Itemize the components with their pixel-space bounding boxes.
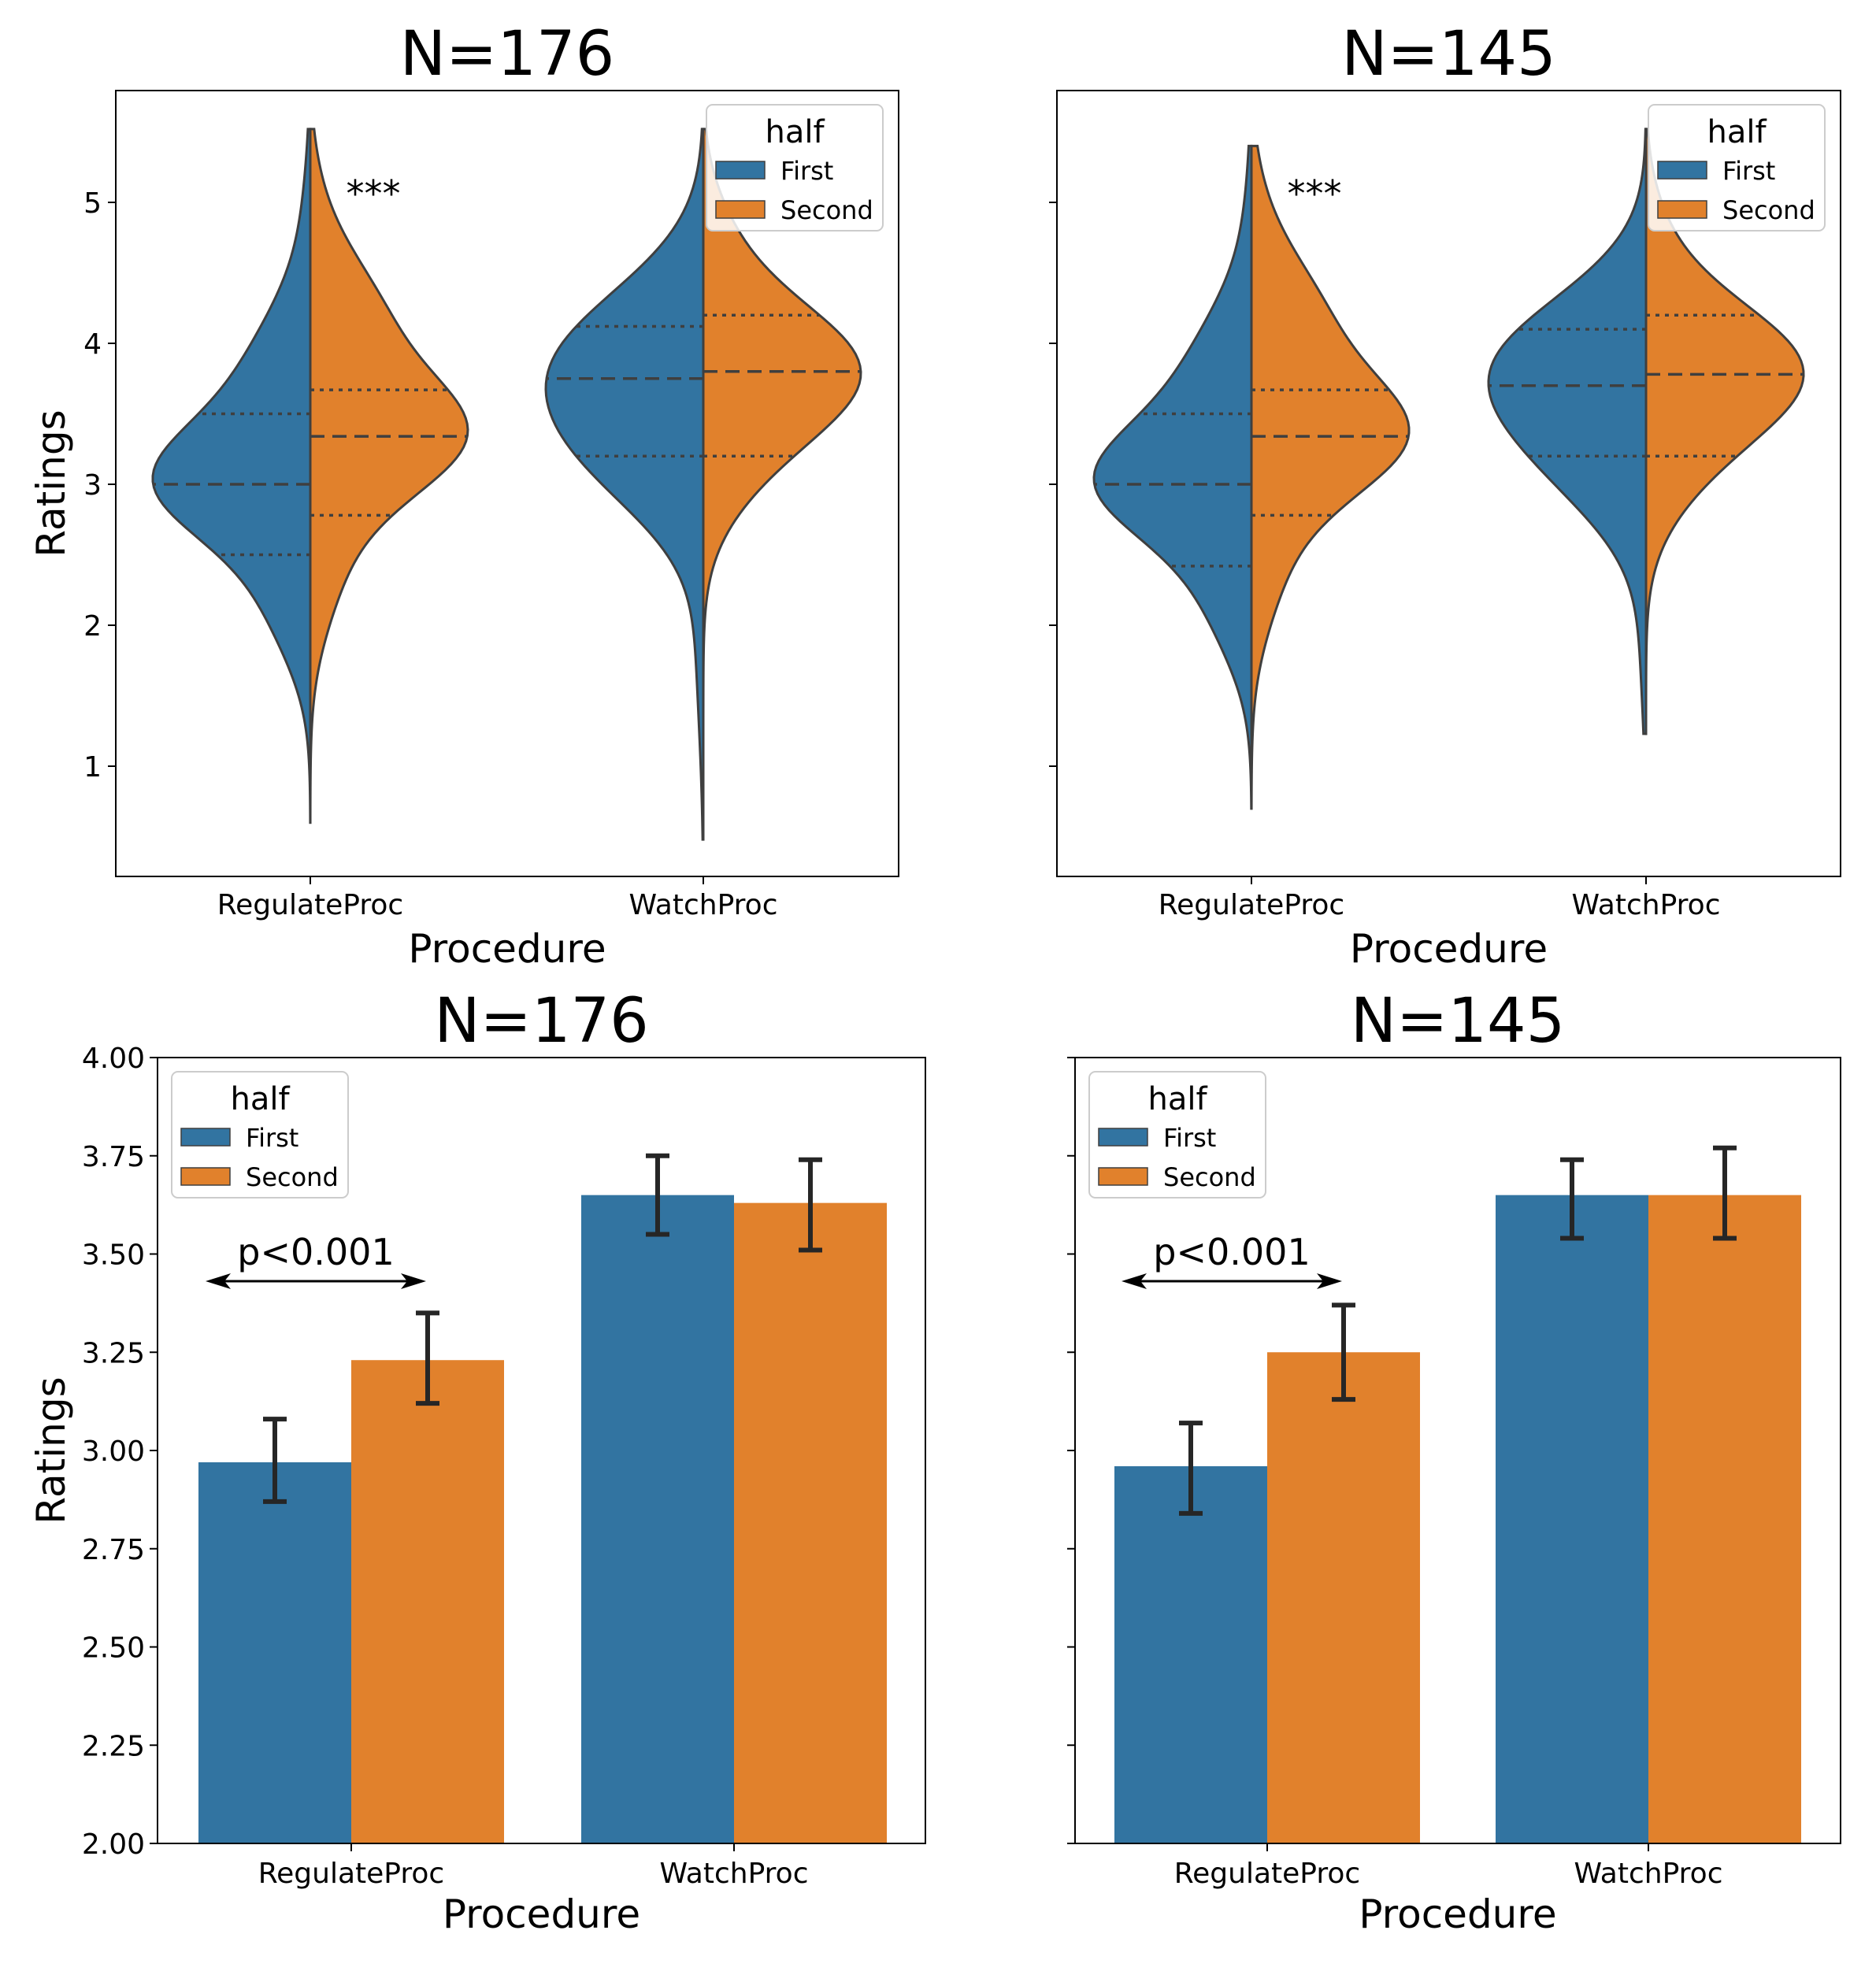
- y-tick-label: 4.00: [82, 1043, 145, 1075]
- violin-panel-1: N=176 RegulateProc WatchProc 1 2 3 4 5 *** Proced…: [28, 19, 862, 972]
- x-axis-label: Procedure: [408, 926, 606, 972]
- significance-annotation: p<0.001: [1153, 1231, 1310, 1273]
- legend-swatch-second: [715, 200, 766, 219]
- arrow-head-left: [1122, 1273, 1147, 1289]
- x-tick-label: RegulateProc: [258, 1858, 444, 1890]
- plot-frame: [157, 1057, 926, 1844]
- x-tick-label: WatchProc: [660, 1858, 809, 1890]
- legend: half First Second: [706, 104, 884, 232]
- y-tick-label: 2.25: [82, 1730, 145, 1762]
- bar-panel-2: N=145 RegulateProc WatchProc p<0.001 Procedu…: [1067, 986, 1801, 1937]
- bar-first-watchproc: [581, 1195, 734, 1843]
- legend-label-second: Second: [246, 1162, 339, 1192]
- legend: half First Second: [171, 1071, 349, 1199]
- violin-panel-2: N=145 RegulateProc WatchProc *** Procedure: [1049, 19, 1805, 972]
- bar-second-regulateproc: [351, 1360, 504, 1843]
- legend-swatch-second: [1657, 200, 1707, 219]
- legend-label-second: Second: [1163, 1162, 1256, 1192]
- bar-first-regulateproc: [198, 1462, 351, 1843]
- legend-swatch-second: [180, 1167, 231, 1186]
- y-tick-label: 3.75: [82, 1141, 145, 1173]
- y-tick-label: 2.75: [82, 1534, 145, 1566]
- y-tick-label: 2: [83, 610, 102, 643]
- x-axis-label: Procedure: [1359, 1891, 1556, 1937]
- y-tick-label: 4: [83, 328, 102, 361]
- legend: half First Second: [1648, 104, 1826, 232]
- violin-first-regulateproc: [1092, 144, 1253, 810]
- bar-first-watchproc: [1496, 1195, 1648, 1843]
- legend-frame: [1648, 104, 1826, 232]
- significance-annotation: p<0.001: [237, 1231, 394, 1273]
- plot-frame: [115, 90, 899, 877]
- significance-annotation: ***: [1288, 172, 1342, 215]
- chart-title: N=145: [1341, 19, 1556, 90]
- arrow-head-right: [401, 1273, 426, 1289]
- legend-frame: [171, 1071, 349, 1199]
- x-tick-label: WatchProc: [1572, 889, 1721, 921]
- legend-label-first: First: [1722, 156, 1775, 186]
- legend-label-first: First: [780, 156, 833, 186]
- y-tick-label: 2.50: [82, 1632, 145, 1665]
- legend-swatch-first: [1098, 1128, 1148, 1147]
- y-axis-label: Ratings: [28, 409, 74, 557]
- y-tick-label: 3.00: [82, 1436, 145, 1468]
- chart-title: N=145: [1351, 986, 1566, 1057]
- x-tick-label: WatchProc: [1574, 1858, 1723, 1890]
- y-axis-label: Ratings: [28, 1376, 74, 1524]
- y-tick-label: 3: [83, 469, 102, 502]
- x-tick-label: RegulateProc: [1174, 1858, 1360, 1890]
- plot-frame: [1056, 90, 1841, 877]
- plot-frame: [1074, 1057, 1841, 1844]
- chart-title: N=176: [400, 19, 615, 90]
- legend-label-first: First: [246, 1123, 298, 1153]
- chart-title: N=176: [434, 986, 649, 1057]
- violin-first-watchproc: [1487, 128, 1648, 735]
- x-axis-label: Procedure: [1350, 926, 1548, 972]
- x-tick-label: WatchProc: [629, 889, 778, 921]
- y-tick-label: 2.00: [82, 1828, 145, 1861]
- legend-label-second: Second: [780, 195, 873, 225]
- bar-second-watchproc: [734, 1202, 887, 1843]
- violin-second-regulateproc: [309, 128, 469, 824]
- bar-second-regulateproc: [1267, 1352, 1420, 1843]
- significance-annotation: ***: [347, 172, 401, 215]
- legend-label-second: Second: [1722, 195, 1815, 225]
- legend-title: half: [1147, 1081, 1207, 1117]
- x-tick-label: RegulateProc: [1159, 889, 1344, 921]
- x-axis-label: Procedure: [443, 1891, 640, 1937]
- y-tick-label: 3.50: [82, 1239, 145, 1272]
- y-tick-label: 1: [83, 751, 102, 784]
- legend-label-first: First: [1163, 1123, 1216, 1153]
- legend-title: half: [765, 114, 825, 150]
- violin-first-regulateproc: [151, 128, 312, 824]
- y-tick-label: 5: [83, 187, 102, 220]
- legend-swatch-first: [715, 161, 766, 180]
- legend-title: half: [230, 1081, 290, 1117]
- legend-swatch-first: [1657, 161, 1707, 180]
- arrow-head-left: [206, 1273, 231, 1289]
- y-tick-label: 3.25: [82, 1337, 145, 1369]
- x-tick-label: RegulateProc: [217, 889, 403, 921]
- violin-second-regulateproc: [1250, 144, 1411, 810]
- bar-second-watchproc: [1648, 1195, 1801, 1843]
- bar-first-regulateproc: [1114, 1465, 1267, 1843]
- violin-second-watchproc: [702, 128, 862, 840]
- legend-swatch-second: [1098, 1167, 1148, 1186]
- violin-first-watchproc: [544, 128, 705, 841]
- legend-swatch-first: [180, 1128, 231, 1147]
- legend-frame: [706, 104, 884, 232]
- legend-frame: [1088, 1071, 1266, 1199]
- legend-title: half: [1707, 114, 1767, 150]
- legend: half First Second: [1088, 1071, 1266, 1199]
- bar-panel-1: N=176 RegulateProc WatchProc 2.00 2.25 2.50 2.…: [28, 986, 887, 1937]
- arrow-head-right: [1317, 1273, 1342, 1289]
